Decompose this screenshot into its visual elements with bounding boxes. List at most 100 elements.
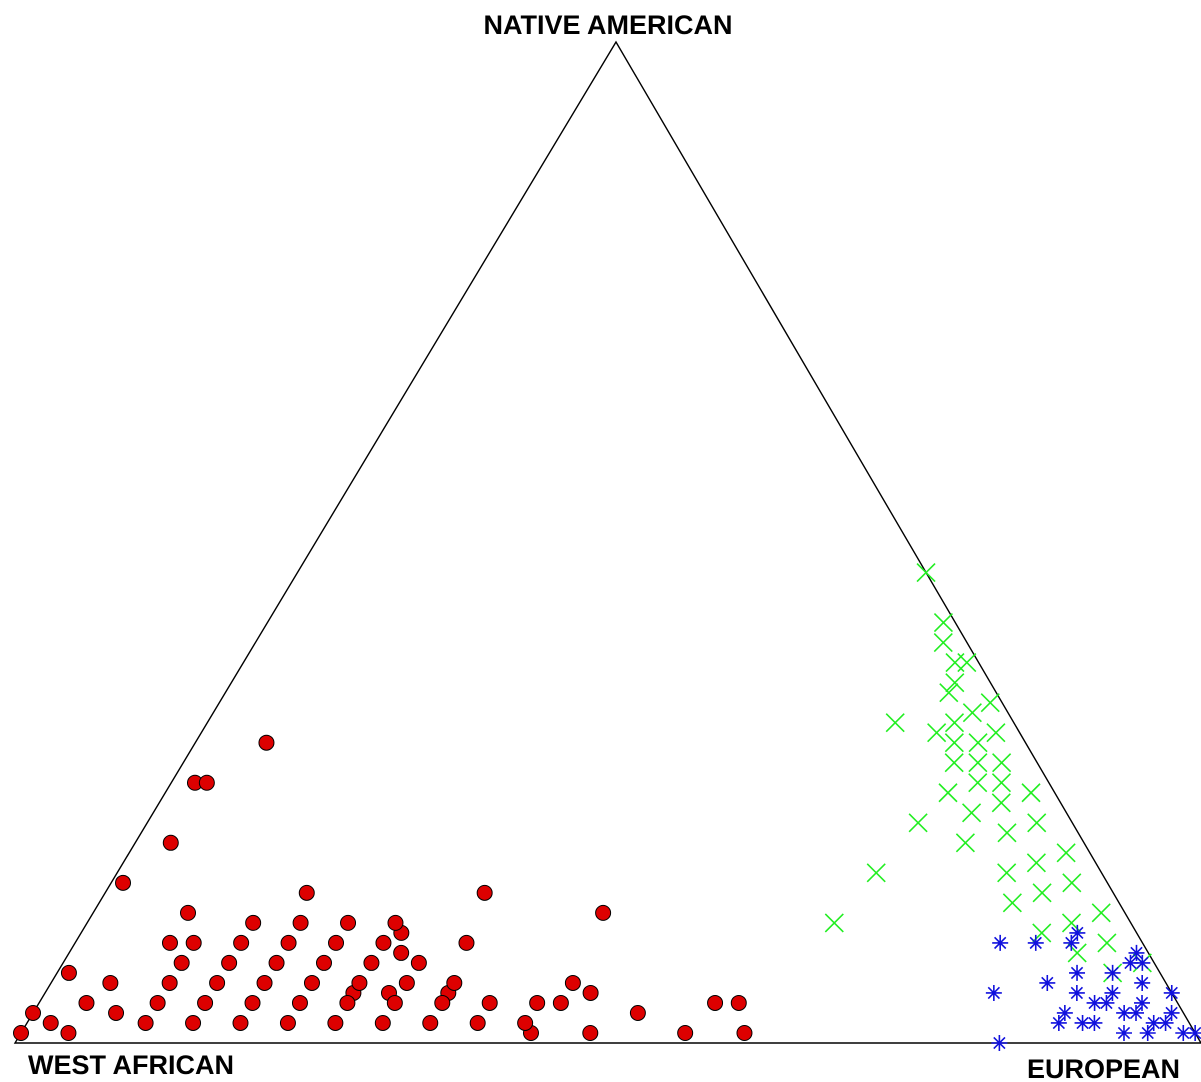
point-filled-circle-8 [161, 934, 178, 951]
point-filled-circle-36 [232, 1014, 249, 1031]
point-filled-circle-50 [481, 994, 498, 1011]
point-filled-circle-46 [291, 994, 308, 1011]
vertex-label-right: EUROPEAN [1027, 1054, 1180, 1082]
point-filled-circle-69 [375, 934, 392, 951]
point-filled-circle-70 [245, 914, 262, 931]
point-filled-circle-1 [258, 734, 275, 751]
point-filled-circle-18 [730, 994, 747, 1011]
point-filled-circle-51 [529, 994, 546, 1011]
point-x-cross-21 [962, 803, 982, 823]
point-x-cross-17 [968, 773, 988, 793]
point-filled-circle-32 [25, 1004, 42, 1021]
point-asterisk-29 [1104, 964, 1121, 981]
point-asterisk-4 [1027, 934, 1044, 951]
point-filled-circle-15 [564, 974, 581, 991]
point-filled-circle-3 [198, 774, 215, 791]
point-x-cross-29 [1032, 883, 1052, 903]
point-asterisk-15 [1116, 1004, 1133, 1021]
triangle-frame [13, 40, 1201, 1044]
point-asterisk-24 [1086, 1014, 1103, 1031]
point-x-cross-28 [1062, 873, 1082, 893]
point-asterisk-13 [1187, 1024, 1201, 1041]
point-asterisk-2 [1128, 944, 1145, 961]
point-filled-circle-59 [173, 954, 190, 971]
point-x-cross-19 [1021, 783, 1041, 803]
point-filled-circle-2 [162, 834, 179, 851]
point-asterisk-25 [1056, 1004, 1073, 1021]
point-asterisk-12 [1175, 1024, 1192, 1041]
point-filled-circle-17 [707, 994, 724, 1011]
point-x-cross-18 [938, 783, 958, 803]
point-filled-circle-63 [363, 954, 380, 971]
point-asterisk-8 [991, 1035, 1008, 1051]
point-asterisk-7 [1050, 1014, 1067, 1031]
point-asterisk-0 [1069, 924, 1086, 941]
point-x-cross-30 [1002, 893, 1022, 913]
point-filled-circle-73 [387, 914, 404, 931]
point-filled-circle-16 [582, 984, 599, 1001]
point-x-cross-5 [945, 673, 965, 693]
point-filled-circle-48 [386, 994, 403, 1011]
point-asterisk-28 [1069, 964, 1086, 981]
point-filled-circle-31 [60, 1024, 77, 1041]
point-x-cross-7 [939, 683, 959, 703]
point-x-cross-42 [885, 713, 905, 733]
point-x-cross-39 [824, 913, 844, 933]
point-filled-circle-49 [434, 994, 451, 1011]
point-filled-circle-66 [233, 934, 250, 951]
point-filled-circle-55 [303, 974, 320, 991]
point-filled-circle-42 [517, 1014, 534, 1031]
point-asterisk-18 [1068, 984, 1085, 1001]
point-filled-circle-13 [458, 934, 475, 951]
point-filled-circle-10 [476, 884, 493, 901]
point-x-cross-2 [933, 633, 953, 653]
point-x-cross-34 [1097, 933, 1117, 953]
point-filled-circle-14 [393, 944, 410, 961]
point-x-cross-24 [955, 833, 975, 853]
point-filled-circle-7 [180, 904, 197, 921]
point-x-cross-41 [927, 723, 947, 743]
point-x-cross-8 [962, 703, 982, 723]
point-x-cross-1 [933, 613, 954, 633]
point-asterisk-19 [1134, 974, 1151, 991]
point-filled-circle-20 [677, 1024, 694, 1041]
point-x-cross-40 [908, 813, 928, 833]
point-x-cross-12 [944, 733, 964, 753]
point-x-cross-27 [997, 863, 1017, 883]
point-asterisk-9 [1098, 994, 1115, 1011]
point-filled-circle-56 [351, 974, 368, 991]
point-filled-circle-21 [582, 1024, 599, 1041]
point-filled-circle-5 [60, 964, 77, 981]
point-filled-circle-45 [244, 994, 261, 1011]
point-filled-circle-67 [280, 934, 297, 951]
point-x-cross-4 [945, 653, 965, 673]
point-filled-circle-39 [374, 1014, 391, 1031]
data-points [13, 562, 1201, 1051]
point-x-cross-25 [1056, 843, 1076, 863]
point-x-cross-15 [944, 753, 964, 773]
point-x-cross-11 [968, 733, 988, 753]
point-filled-circle-52 [161, 974, 178, 991]
point-filled-circle-65 [185, 934, 202, 951]
point-asterisk-21 [1163, 1004, 1180, 1021]
point-filled-circle-64 [410, 954, 427, 971]
point-filled-circle-29 [42, 1014, 59, 1031]
point-filled-circle-43 [149, 994, 166, 1011]
point-asterisk-22 [1139, 1024, 1156, 1041]
point-x-cross-38 [866, 863, 886, 883]
point-filled-circle-47 [339, 994, 356, 1011]
point-filled-circle-37 [279, 1014, 296, 1031]
point-asterisk-27 [1104, 984, 1121, 1001]
point-asterisk-1 [1063, 934, 1080, 951]
point-filled-circle-57 [398, 974, 415, 991]
point-filled-circle-33 [108, 1004, 125, 1021]
point-asterisk-11 [1145, 1014, 1162, 1031]
vertex-label-top: NATIVE AMERICAN [484, 10, 733, 40]
point-x-cross-31 [1091, 903, 1111, 923]
point-x-cross-22 [1027, 813, 1047, 833]
point-x-cross-13 [992, 753, 1012, 773]
point-filled-circle-53 [209, 974, 226, 991]
point-filled-circle-54 [256, 974, 273, 991]
point-asterisk-17 [1134, 994, 1151, 1011]
point-asterisk-6 [985, 984, 1002, 1001]
